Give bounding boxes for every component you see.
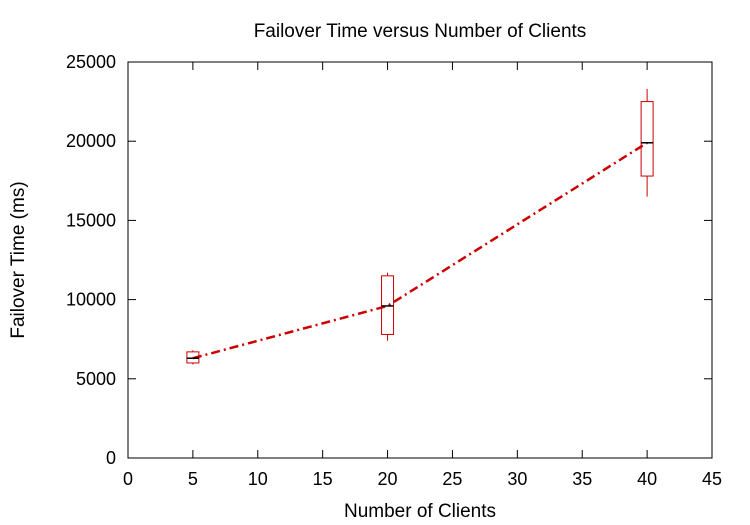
series-line [192,141,648,360]
x-tick-label: 40 [637,469,657,489]
x-tick-label: 45 [702,469,722,489]
y-tick-label: 5000 [76,369,116,389]
x-tick-label: 30 [507,469,527,489]
y-axis: 0 5000 10000 15000 20000 25000 [66,52,712,468]
box [381,275,395,335]
x-tick-label: 15 [313,469,333,489]
x-tick-label: 25 [442,469,462,489]
series-line-group [186,141,654,360]
x-axis-title: Number of Clients [344,501,496,522]
x-tick-label: 0 [123,469,133,489]
x-axis: 0 5 10 15 20 25 30 35 40 45 [123,62,722,489]
plot-frame [127,61,713,459]
box [640,101,654,177]
y-tick-label: 25000 [66,52,116,72]
x-tick-label: 10 [248,469,268,489]
chart-title: Failover Time versus Number of Clients [254,21,587,42]
y-tick-label: 0 [106,448,116,468]
y-axis-title: Failover Time (ms) [8,181,29,338]
box-plots [186,88,654,365]
y-tick-label: 20000 [66,131,116,151]
y-tick-label: 15000 [66,210,116,230]
y-tick-label: 10000 [66,290,116,310]
x-tick-label: 5 [188,469,198,489]
x-tick-label: 35 [572,469,592,489]
x-tick-label: 20 [378,469,398,489]
